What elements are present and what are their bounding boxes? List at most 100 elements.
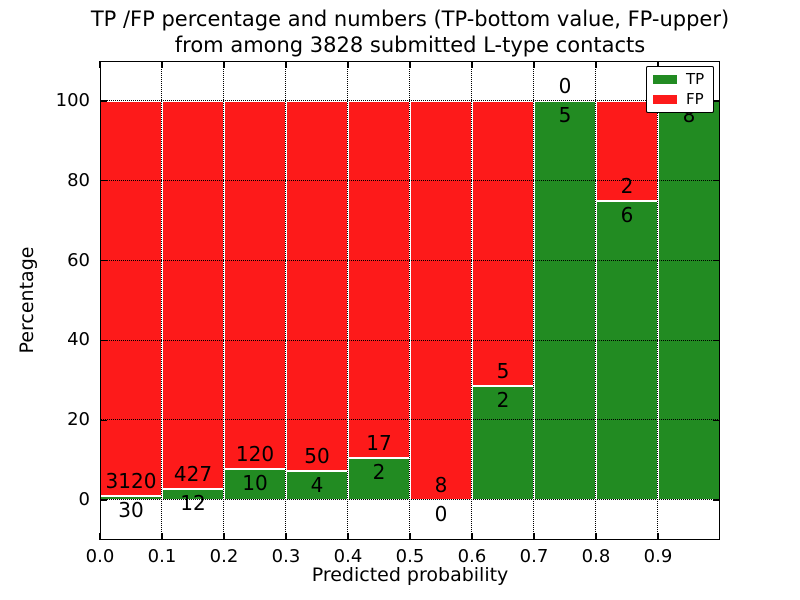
y-tick-mark-right (713, 180, 720, 182)
x-tick-label: 0.2 (209, 546, 239, 567)
bar-segment-fp (348, 100, 410, 459)
y-tick-mark-right (713, 499, 720, 501)
bar-segment-fp (286, 100, 348, 471)
x-tick-mark-top (533, 61, 535, 68)
v-gridline (595, 61, 597, 540)
legend-label-tp: TP (686, 70, 705, 88)
legend-label-fp: FP (686, 90, 704, 108)
y-tick-mark-right (713, 100, 720, 102)
x-tick-label: 0.7 (519, 546, 549, 567)
x-tick-label: 0.3 (271, 546, 301, 567)
v-gridline (657, 61, 659, 540)
x-tick-label: 0.9 (643, 546, 673, 567)
fp-count-label: 120 (235, 442, 275, 467)
bar-segment-tp (472, 386, 534, 501)
chart-title-line1: TP /FP percentage and numbers (TP-bottom… (90, 7, 730, 31)
fp-count-label: 50 (304, 443, 330, 468)
legend-item-tp: TP (647, 72, 713, 87)
y-axis-label: Percentage (16, 246, 38, 354)
x-tick-label: 0.5 (395, 546, 425, 567)
x-tick-mark (533, 533, 535, 540)
v-gridline (161, 61, 163, 540)
fp-count-label: 17 (366, 431, 392, 456)
bar-segment-fp (162, 100, 224, 490)
y-tick-mark (100, 339, 107, 342)
x-tick-mark-top (161, 61, 163, 68)
y-tick-mark (100, 419, 107, 421)
x-tick-mark (99, 533, 101, 540)
x-tick-label: 0.8 (581, 546, 611, 567)
x-tick-mark-top (471, 61, 473, 68)
legend: TP FP (646, 66, 714, 113)
y-tick-mark (100, 499, 107, 501)
tp-count-label: 4 (310, 472, 324, 497)
x-tick-mark (409, 533, 411, 540)
v-gridline (409, 61, 411, 540)
bar-segment-fp (472, 100, 534, 387)
x-tick-mark-top (409, 61, 411, 68)
x-tick-label: 0.6 (457, 546, 487, 567)
y-tick-mark (100, 180, 107, 182)
fp-count-label: 2 (620, 173, 634, 198)
y-tick-label: 40 (67, 329, 90, 351)
y-tick-label: 80 (67, 169, 90, 191)
x-tick-mark (657, 533, 659, 540)
x-tick-mark-top (285, 61, 287, 68)
v-gridline (471, 61, 473, 540)
y-tick-mark-right (713, 259, 720, 262)
x-tick-mark-top (595, 61, 597, 68)
chart-title: TP /FP percentage and numbers (TP-bottom… (91, 6, 729, 58)
tp-count-label: 2 (496, 388, 510, 413)
x-tick-mark (595, 533, 597, 540)
tp-count-label: 12 (180, 491, 206, 516)
x-tick-mark (223, 533, 225, 540)
tp-count-label: 6 (620, 202, 634, 227)
legend-item-fp: FP (647, 92, 713, 107)
tp-count-label: 5 (558, 102, 572, 127)
fp-count-label: 427 (173, 462, 213, 487)
x-tick-mark (347, 533, 349, 540)
y-tick-mark (100, 259, 107, 262)
y-tick-mark-right (713, 339, 720, 342)
tp-legend-swatch (653, 75, 677, 84)
y-tick-label: 60 (67, 249, 90, 271)
bar-segment-tp (348, 458, 410, 501)
fp-count-label: 0 (558, 73, 572, 98)
tp-count-label: 0 (434, 502, 448, 527)
x-tick-mark-top (657, 61, 659, 68)
bar-segment-fp (410, 100, 472, 501)
x-tick-mark-top (347, 61, 349, 68)
v-gridline (285, 61, 287, 540)
fp-legend-swatch (653, 95, 677, 104)
x-tick-mark (471, 533, 473, 540)
x-tick-label: 0.0 (85, 546, 115, 567)
y-tick-label: 20 (67, 409, 90, 431)
fp-count-label: 3120 (105, 469, 157, 494)
fp-count-label: 8 (434, 473, 448, 498)
x-tick-mark (161, 533, 163, 540)
v-gridline (347, 61, 349, 540)
fp-count-label: 5 (496, 359, 510, 384)
bar-segment-tp (658, 100, 720, 501)
x-tick-mark (285, 533, 287, 540)
x-tick-label: 0.4 (333, 546, 363, 567)
bar-segment-fp (100, 100, 162, 497)
bar-segment-tp (534, 100, 596, 501)
bar-segment-fp (596, 100, 658, 201)
y-tick-mark (100, 100, 107, 102)
chart-title-line2: from among 3828 submitted L-type contact… (174, 33, 646, 57)
y-tick-mark-right (713, 419, 720, 421)
bar-segment-fp (224, 100, 286, 470)
y-tick-label: 0 (78, 489, 90, 511)
x-tick-mark-top (223, 61, 225, 68)
v-gridline (533, 61, 535, 540)
tp-count-label: 2 (372, 460, 386, 485)
x-tick-label: 0.1 (147, 546, 177, 567)
v-gridline (223, 61, 225, 540)
x-axis-label: Predicted probability (311, 564, 509, 586)
bar-segment-tp (286, 470, 348, 501)
y-tick-label: 100 (55, 89, 90, 111)
tp-count-label: 10 (242, 471, 268, 496)
